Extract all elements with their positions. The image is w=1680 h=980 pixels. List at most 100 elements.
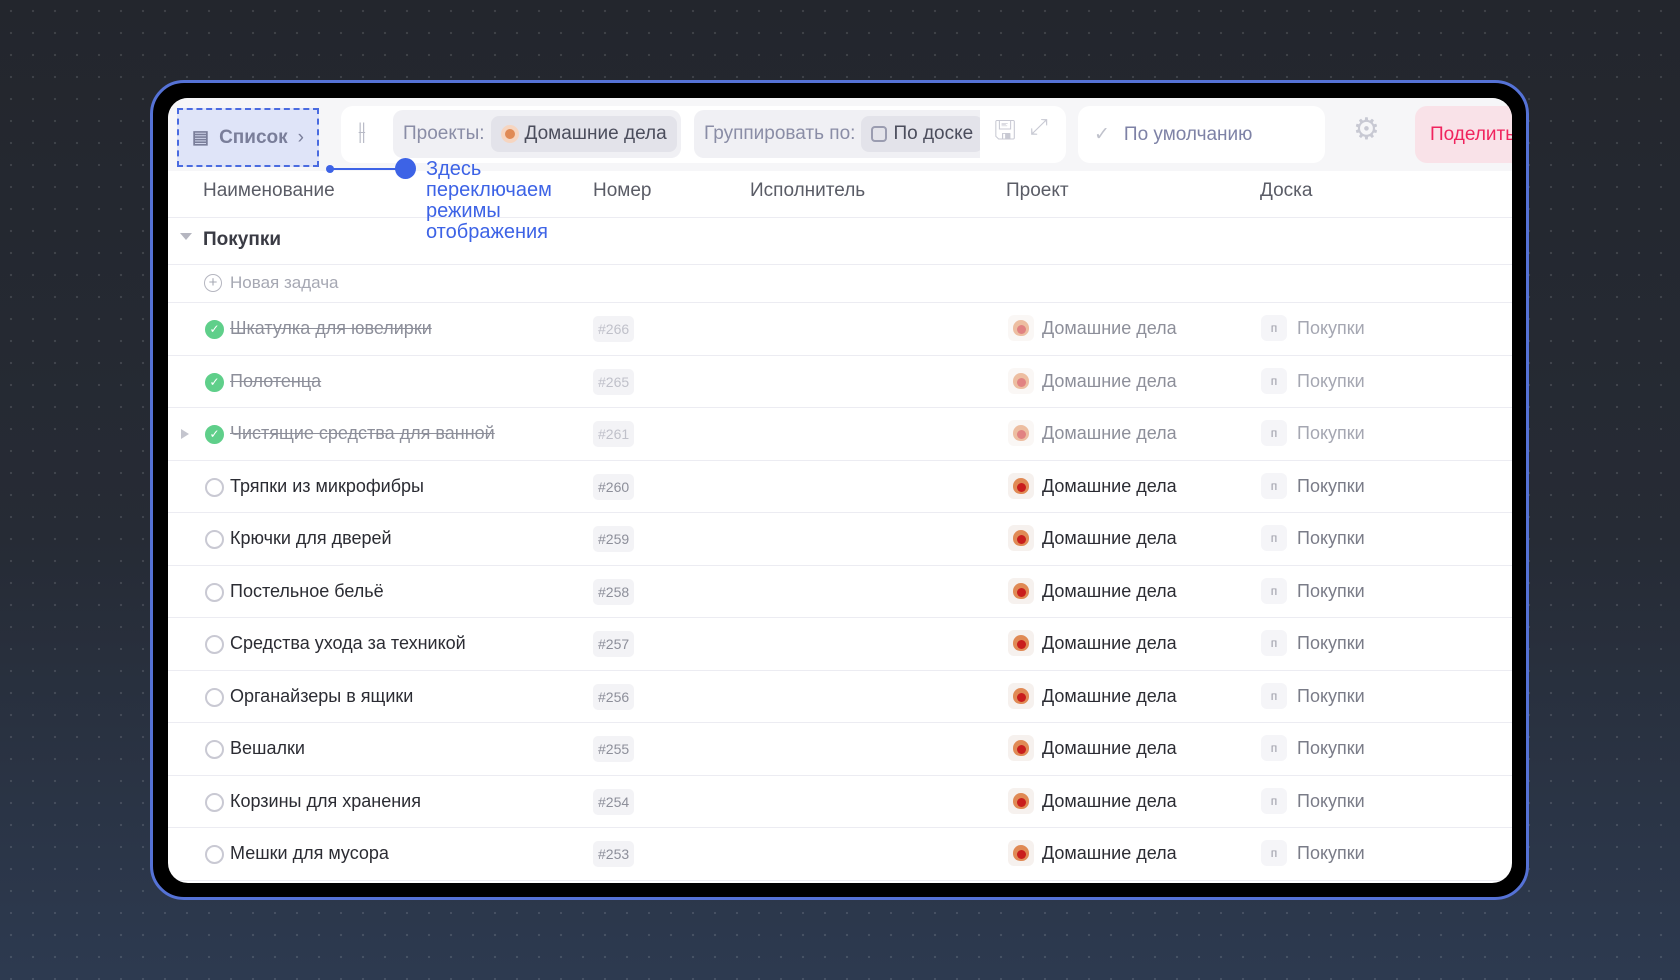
- board-badge: п: [1261, 787, 1287, 814]
- new-task-button[interactable]: + Новая задача: [204, 265, 339, 301]
- task-row[interactable]: Мешки для мусора #253 Домашние дела п Покупк…: [168, 828, 1512, 881]
- task-project[interactable]: Домашние дела: [1042, 318, 1177, 338]
- task-number: #255: [593, 736, 635, 762]
- project-avatar-icon: [1008, 682, 1034, 709]
- task-board[interactable]: Покупки: [1297, 633, 1365, 653]
- completed-checkbox[interactable]: ✓: [205, 372, 224, 392]
- task-checkbox[interactable]: [205, 635, 224, 654]
- check-icon: ✓: [1094, 124, 1110, 145]
- project-avatar-icon: [1008, 315, 1034, 341]
- annotation-connector-line: [332, 168, 397, 170]
- task-name[interactable]: Шкатулка для ювелирки: [230, 318, 432, 338]
- task-project[interactable]: Домашние дела: [1042, 423, 1177, 443]
- filter-sliders-icon[interactable]: ⫲: [358, 118, 366, 145]
- expand-subtasks-icon[interactable]: [181, 429, 189, 439]
- task-checkbox[interactable]: [205, 740, 224, 759]
- task-checkbox[interactable]: [205, 530, 224, 549]
- task-board[interactable]: Покупки: [1297, 318, 1365, 338]
- collapse-group-icon[interactable]: [180, 233, 192, 240]
- task-board[interactable]: Покупки: [1297, 528, 1365, 548]
- new-task-label: Новая задача: [230, 273, 339, 292]
- task-row[interactable]: Вешалки #255 Домашние дела п Покупки: [168, 723, 1512, 776]
- expand-icon[interactable]: ⤢: [1030, 114, 1048, 139]
- task-board[interactable]: Покупки: [1297, 580, 1365, 601]
- projects-filter[interactable]: Проекты: Домашние дела: [393, 110, 681, 158]
- task-row[interactable]: ✓ Чистящие средства для ванной #261 Домашни…: [168, 408, 1512, 461]
- column-header-assignee[interactable]: Исполнитель: [750, 180, 866, 201]
- task-checkbox[interactable]: [205, 792, 224, 812]
- task-project[interactable]: Домашние дела: [1042, 633, 1177, 653]
- task-row[interactable]: Тряпки из микрофибры #260 Домашние дела п По…: [168, 461, 1512, 513]
- task-checkbox[interactable]: [205, 687, 224, 707]
- task-board[interactable]: Покупки: [1297, 843, 1365, 863]
- board-badge: п: [1261, 577, 1287, 604]
- task-name[interactable]: Средства ухода за техникой: [230, 633, 466, 653]
- task-board[interactable]: Покупки: [1297, 790, 1365, 811]
- group-by-select[interactable]: Группировать по: По доске: [694, 110, 980, 158]
- sort-value: По умолчанию: [1123, 123, 1253, 145]
- board-badge: п: [1261, 630, 1287, 656]
- task-checkbox[interactable]: [205, 477, 224, 497]
- app-panel: ▤ Список › ⫲ Проекты: Домашние дела Груп…: [168, 98, 1512, 883]
- project-avatar-icon: [1008, 472, 1034, 499]
- task-checkbox[interactable]: [205, 845, 224, 864]
- task-project[interactable]: Домашние дела: [1042, 738, 1177, 758]
- board-badge: п: [1261, 315, 1287, 341]
- board-badge: п: [1261, 420, 1287, 446]
- task-number: #254: [593, 788, 635, 815]
- share-label: Поделиться: [1430, 124, 1512, 145]
- task-project[interactable]: Домашние дела: [1042, 370, 1177, 391]
- task-name[interactable]: Полотенца: [230, 370, 322, 391]
- task-name[interactable]: Мешки для мусора: [230, 843, 389, 863]
- share-button[interactable]: Поделиться: [1415, 106, 1512, 163]
- column-header-board[interactable]: Доска: [1260, 180, 1313, 201]
- board-badge: п: [1261, 840, 1287, 866]
- task-board[interactable]: Покупки: [1297, 738, 1365, 758]
- save-icon[interactable]: 🖫: [994, 115, 1017, 145]
- task-row[interactable]: Крючки для дверей #259 Домашние дела п Покуп…: [168, 513, 1512, 566]
- task-checkbox[interactable]: [205, 582, 224, 602]
- task-project[interactable]: Домашние дела: [1042, 843, 1177, 863]
- task-board[interactable]: Покупки: [1297, 370, 1365, 391]
- project-avatar-icon: [500, 125, 519, 143]
- task-row[interactable]: Средства ухода за техникой #257 Домашние д…: [168, 618, 1512, 671]
- task-name[interactable]: Корзины для хранения: [230, 790, 421, 811]
- task-row[interactable]: Постельное бельё #258 Домашние дела п Покупк…: [168, 566, 1512, 618]
- task-row[interactable]: Корзины для хранения #254 Домашние дела п По…: [168, 776, 1512, 828]
- task-board[interactable]: Покупки: [1297, 423, 1365, 443]
- task-project[interactable]: Домашние дела: [1042, 475, 1177, 496]
- column-header-number[interactable]: Номер: [593, 180, 652, 201]
- task-number: #257: [593, 631, 635, 657]
- task-project[interactable]: Домашние дела: [1042, 528, 1177, 548]
- task-row[interactable]: ✓ Шкатулка для ювелирки #266 Домашние дела п…: [168, 303, 1512, 356]
- completed-checkbox[interactable]: ✓: [205, 425, 224, 444]
- task-name[interactable]: Вешалки: [230, 738, 305, 758]
- column-header-name[interactable]: Наименование: [203, 180, 335, 201]
- task-board[interactable]: Покупки: [1297, 685, 1365, 706]
- column-header-project[interactable]: Проект: [1006, 180, 1069, 201]
- board-icon: [871, 126, 888, 142]
- task-project[interactable]: Домашние дела: [1042, 685, 1177, 706]
- project-avatar-icon: [1008, 420, 1034, 446]
- task-project[interactable]: Домашние дела: [1042, 580, 1177, 601]
- project-avatar-icon: [1008, 630, 1034, 656]
- task-name[interactable]: Крючки для дверей: [230, 528, 392, 548]
- annotation-dot: [395, 158, 416, 179]
- sort-select[interactable]: ✓ По умолчанию: [1078, 106, 1325, 163]
- task-name[interactable]: Тряпки из микрофибры: [230, 475, 424, 496]
- view-mode-button[interactable]: ▤ Список ›: [177, 108, 319, 167]
- completed-checkbox[interactable]: ✓: [205, 320, 224, 339]
- projects-value: Домашние дела: [524, 123, 667, 144]
- gear-icon[interactable]: ⚙: [1353, 113, 1380, 146]
- task-name[interactable]: Органайзеры в ящики: [230, 685, 414, 706]
- view-mode-label: Список: [219, 126, 288, 148]
- task-board[interactable]: Покупки: [1297, 475, 1365, 496]
- task-number: #256: [593, 683, 635, 710]
- task-name[interactable]: Чистящие средства для ванной: [230, 423, 495, 443]
- task-project[interactable]: Домашние дела: [1042, 790, 1177, 811]
- task-row[interactable]: Органайзеры в ящики #256 Домашние дела п Пок…: [168, 671, 1512, 723]
- task-name[interactable]: Постельное бельё: [230, 580, 384, 601]
- task-row[interactable]: ✓ Полотенца #265 Домашние дела п Покупки: [168, 356, 1512, 408]
- chevron-right-icon: ›: [297, 126, 304, 148]
- task-number: #260: [593, 473, 635, 500]
